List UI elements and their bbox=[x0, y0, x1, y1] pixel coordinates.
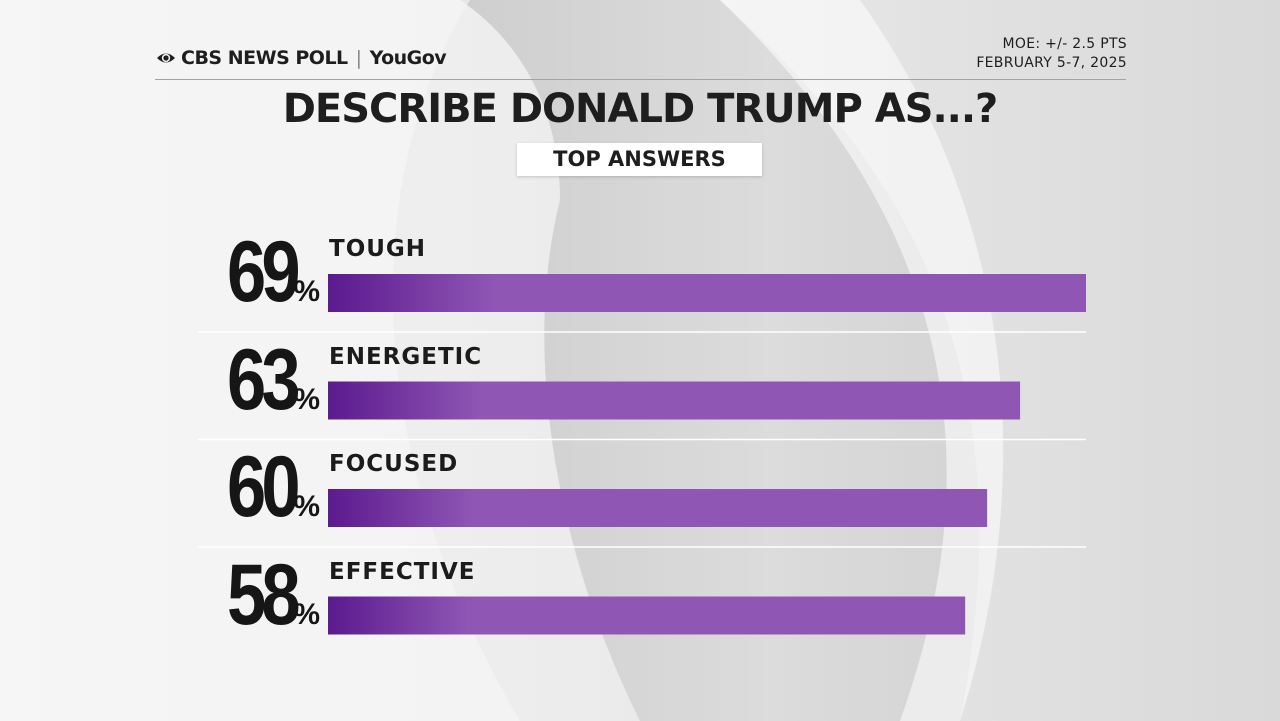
percent-sign: % bbox=[293, 597, 320, 631]
category-label-energetic: ENERGETIC bbox=[329, 343, 483, 370]
value-number: 63 bbox=[226, 331, 301, 428]
percent-sign: % bbox=[293, 275, 320, 308]
category-label-effective: EFFECTIVE bbox=[329, 558, 476, 585]
bar-tough bbox=[328, 274, 1086, 312]
category-label-focused: FOCUSED bbox=[329, 451, 459, 477]
brand-header: CBS NEWS POLL | YouGov bbox=[156, 47, 447, 69]
bar-effective bbox=[328, 596, 966, 635]
percent-sign: % bbox=[293, 490, 320, 523]
value-label-effective: 58% bbox=[190, 546, 320, 645]
category-label-tough: TOUGH bbox=[329, 236, 427, 262]
value-number: 58 bbox=[226, 546, 301, 643]
value-label-tough: 69% bbox=[190, 223, 320, 322]
cbs-eye-icon bbox=[157, 53, 175, 63]
percent-sign: % bbox=[293, 382, 320, 416]
bar-chart: 69% TOUGH 63% ENERGETIC 60% FOCUSED 58% EFFECTI… bbox=[190, 223, 1100, 655]
brand-separator: | bbox=[355, 47, 362, 69]
poll-dates: FEBRUARY 5-7, 2025 bbox=[976, 55, 1127, 71]
value-label-energetic: 63% bbox=[190, 331, 320, 430]
value-number: 69 bbox=[226, 224, 301, 320]
chart-canvas bbox=[198, 274, 1086, 635]
header-divider bbox=[155, 79, 1126, 80]
bar-focused bbox=[328, 489, 988, 527]
moe-text: MOE: +/- 2.5 PTS bbox=[1002, 36, 1127, 52]
page-title: DESCRIBE DONALD TRUMP AS...? bbox=[282, 86, 999, 132]
brand-name: CBS NEWS POLL bbox=[181, 47, 348, 69]
poll-meta: MOE: +/- 2.5 PTS FEBRUARY 5-7, 2025 bbox=[976, 35, 1127, 73]
bar-energetic bbox=[328, 381, 1021, 420]
value-number: 60 bbox=[226, 439, 301, 535]
partner-name: YouGov bbox=[369, 47, 447, 69]
value-label-focused: 60% bbox=[190, 438, 320, 537]
subtitle-badge: TOP ANSWERS bbox=[517, 143, 762, 176]
